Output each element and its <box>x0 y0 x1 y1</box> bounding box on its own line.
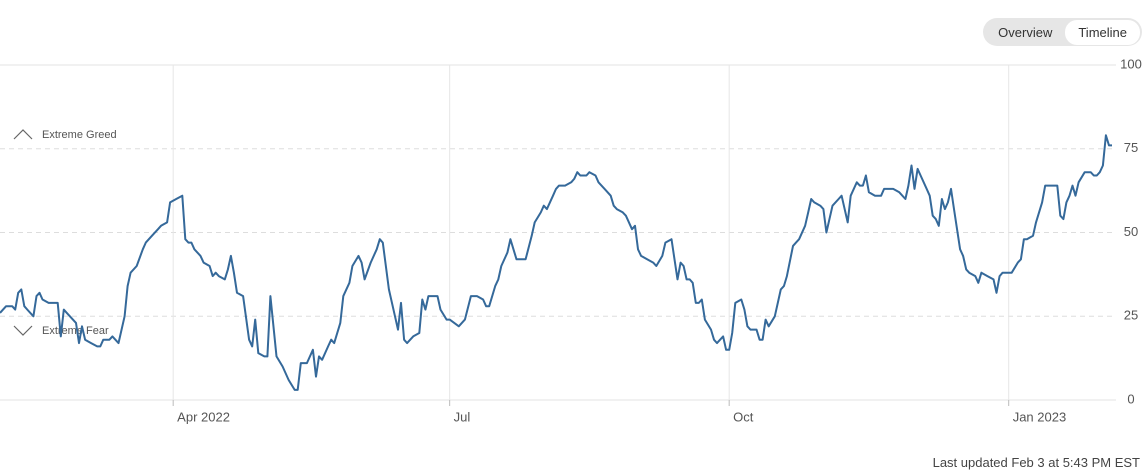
toggle-option[interactable]: Overview <box>998 24 1053 40</box>
toggle-option[interactable]: Timeline <box>1065 19 1140 45</box>
view-toggle: Overview Timeline <box>983 18 1142 46</box>
annotation: Extreme Fear <box>42 325 109 337</box>
annotation-icon <box>13 325 33 336</box>
annotation-icon <box>13 129 33 140</box>
line <box>0 134 1112 391</box>
x-tick-label: Oct <box>733 409 754 424</box>
y-tick-label: 50 <box>1124 224 1138 239</box>
x-tick-label: Jul <box>454 409 471 424</box>
x-tick-label: Jan 2023 <box>1013 409 1067 424</box>
x-tick-label: Apr 2022 <box>177 409 230 424</box>
y-tick-label: 100 <box>1120 56 1142 71</box>
y-tick-label: 75 <box>1124 140 1138 155</box>
annotation: Extreme Greed <box>42 129 117 141</box>
y-tick-label: 0 <box>1127 391 1134 406</box>
y-tick-label: 25 <box>1124 308 1138 323</box>
last-updated: Last updated Feb 3 at 5:43 PM EST <box>932 455 1140 470</box>
